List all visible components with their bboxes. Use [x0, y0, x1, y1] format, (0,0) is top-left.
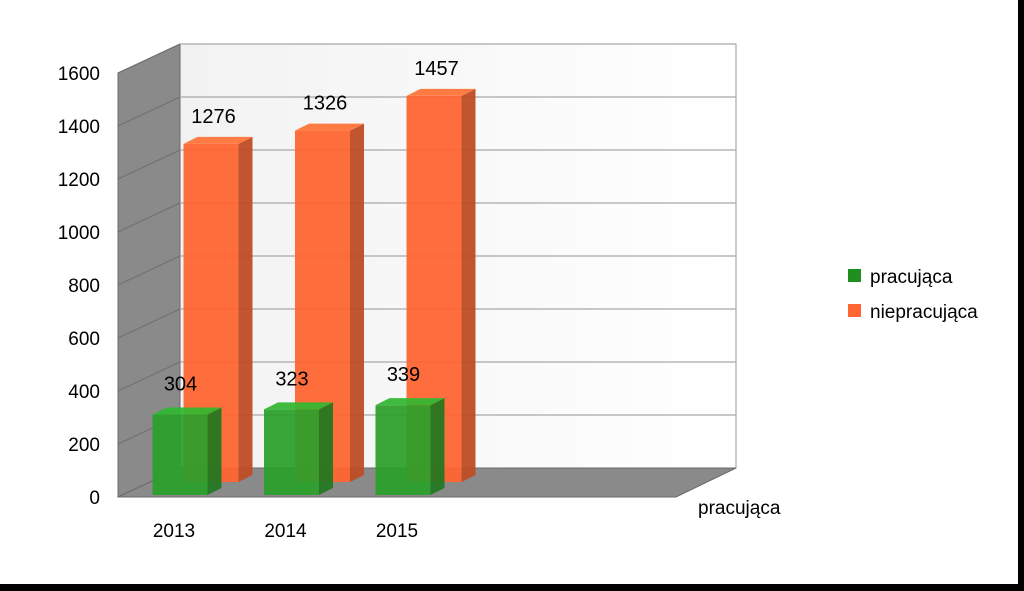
- bar-pracujaca-2015: [375, 398, 445, 495]
- y-tick-label: 800: [68, 276, 100, 297]
- gridline-side: [117, 361, 181, 392]
- bar-pracujaca-2015-side: [430, 398, 445, 495]
- legend-swatch-pracujaca: [848, 269, 861, 282]
- gridline-side: [117, 308, 181, 339]
- y-tick-label: 1400: [58, 117, 100, 138]
- bar-pracujaca-2015-top: [375, 398, 445, 406]
- y-tick-label: 1200: [58, 170, 100, 191]
- bar-niepracujaca-2013-side: [238, 136, 253, 483]
- bar-pracujaca-2013: [152, 407, 222, 495]
- bar-niepracujaca-2014-top: [295, 123, 364, 131]
- legend-label-niepracujaca: niepracująca: [870, 302, 978, 323]
- gridline-side: [117, 255, 181, 286]
- bar-pracujaca-2014-side: [319, 402, 333, 495]
- gridline-side: [117, 43, 181, 74]
- bar-niepracujaca-2015-side: [461, 88, 476, 483]
- bar-pracujaca-2014-front: [264, 409, 319, 495]
- bar-pracujaca-2013-front: [152, 414, 208, 495]
- bar-niepracujaca-2015-top: [406, 88, 476, 96]
- gridline-side: [117, 202, 181, 233]
- x-tick-label: 2014: [264, 521, 307, 542]
- bar-pracujaca-2013-side: [207, 407, 222, 495]
- legend-label-pracujaca: pracująca: [870, 267, 953, 288]
- legend-swatch-niepracujaca: [848, 304, 861, 317]
- bar-niepracujaca-2014-side: [350, 123, 364, 483]
- gridline-side: [117, 149, 181, 180]
- series-front-bars: [152, 398, 445, 495]
- y-tick-label: 1600: [58, 64, 100, 85]
- data-label-pracujaca: 304: [164, 373, 197, 395]
- y-tick-label: 0: [89, 488, 100, 509]
- bar-niepracujaca-2013-top: [183, 136, 253, 144]
- x-tick-label: 2013: [153, 521, 195, 542]
- y-tick-label: 200: [68, 435, 100, 456]
- gridline-side: [117, 96, 181, 127]
- legend: pracująca niepracująca: [848, 267, 978, 323]
- bar-pracujaca-2014: [264, 402, 333, 495]
- bar-pracujaca-2015-front: [375, 405, 431, 495]
- data-label-pracujaca: 339: [387, 364, 420, 386]
- y-tick-label: 600: [68, 329, 100, 350]
- bar-pracujaca-2013-top: [152, 407, 222, 415]
- data-label-niepracujaca: 1276: [191, 106, 236, 128]
- y-tick-label: 400: [68, 382, 100, 403]
- data-label-niepracujaca: 1457: [414, 58, 459, 80]
- x-tick-label: 2015: [376, 521, 418, 542]
- data-label-niepracujaca: 1326: [303, 93, 348, 115]
- depth-axis-label: pracująca: [698, 498, 781, 519]
- bar-pracujaca-2014-top: [264, 402, 333, 410]
- data-label-pracujaca: 323: [275, 368, 308, 390]
- y-tick-label: 1000: [58, 223, 100, 244]
- labels: 0 200 400 600 800 1000 1200 1400 1600 1276 1326 145…: [58, 58, 459, 542]
